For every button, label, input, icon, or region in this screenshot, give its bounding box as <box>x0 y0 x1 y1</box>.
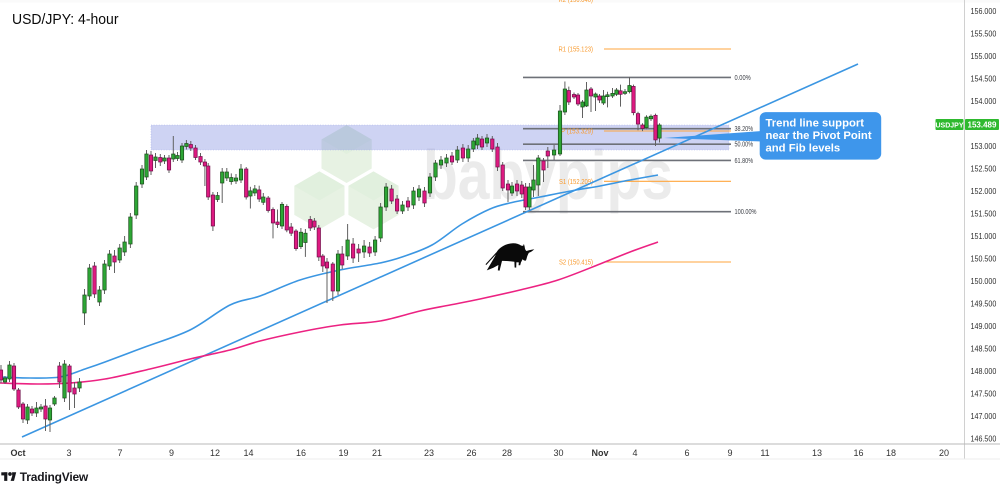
svg-text:TradingView: TradingView <box>20 470 89 484</box>
svg-text:S1 (152.209): S1 (152.209) <box>559 179 593 186</box>
svg-text:146.500: 146.500 <box>971 434 997 444</box>
svg-text:16: 16 <box>853 448 863 458</box>
svg-text:152.000: 152.000 <box>971 186 997 196</box>
svg-text:4: 4 <box>632 448 637 458</box>
svg-text:30: 30 <box>553 448 563 458</box>
svg-text:16: 16 <box>296 448 306 458</box>
svg-text:153.489: 153.489 <box>968 121 997 130</box>
svg-text:148.500: 148.500 <box>971 344 997 354</box>
svg-text:50.00%: 50.00% <box>735 142 754 149</box>
svg-text:R2 (156.040): R2 (156.040) <box>559 0 594 4</box>
svg-text:154.500: 154.500 <box>971 74 997 84</box>
svg-text:23: 23 <box>424 448 434 458</box>
svg-text:R1 (155.123): R1 (155.123) <box>559 47 594 54</box>
svg-text:20: 20 <box>939 448 949 458</box>
svg-text:26: 26 <box>466 448 476 458</box>
svg-text:7: 7 <box>117 448 122 458</box>
svg-text:149.000: 149.000 <box>971 321 997 331</box>
svg-text:13: 13 <box>812 448 822 458</box>
svg-text:149.500: 149.500 <box>971 299 997 309</box>
svg-text:near the Pivot Point: near the Pivot Point <box>766 130 872 142</box>
svg-text:151.000: 151.000 <box>971 231 997 241</box>
svg-text:USDJPY: USDJPY <box>935 122 963 129</box>
svg-text:152.500: 152.500 <box>971 164 997 174</box>
svg-text:28: 28 <box>502 448 512 458</box>
svg-text:148.000: 148.000 <box>971 366 997 376</box>
svg-text:P (153.329): P (153.329) <box>561 129 593 136</box>
svg-text:3: 3 <box>66 448 71 458</box>
svg-text:Oct: Oct <box>10 448 25 458</box>
svg-text:154.000: 154.000 <box>971 96 997 106</box>
svg-text:100.00%: 100.00% <box>735 209 757 216</box>
svg-text:151.500: 151.500 <box>971 209 997 219</box>
svg-text:38.20%: 38.20% <box>735 126 754 133</box>
svg-text:150.000: 150.000 <box>971 276 997 286</box>
svg-text:USD/JPY: 4-hour: USD/JPY: 4-hour <box>12 12 119 28</box>
svg-text:21: 21 <box>372 448 382 458</box>
svg-text:14: 14 <box>243 448 253 458</box>
svg-text:9: 9 <box>727 448 732 458</box>
svg-text:Trend line support: Trend line support <box>766 118 865 130</box>
svg-text:12: 12 <box>210 448 220 458</box>
svg-text:11: 11 <box>760 448 769 458</box>
svg-text:19: 19 <box>338 448 348 458</box>
svg-text:156.000: 156.000 <box>971 6 997 16</box>
svg-text:6: 6 <box>684 448 689 458</box>
svg-text:and Fib levels: and Fib levels <box>766 143 841 155</box>
svg-text:S2 (150.415): S2 (150.415) <box>559 260 593 267</box>
svg-text:155.000: 155.000 <box>971 51 997 61</box>
svg-text:61.80%: 61.80% <box>735 158 754 165</box>
svg-text:9: 9 <box>169 448 174 458</box>
svg-text:150.500: 150.500 <box>971 254 997 264</box>
svg-text:153.000: 153.000 <box>971 141 997 151</box>
svg-text:147.500: 147.500 <box>971 389 997 399</box>
svg-text:18: 18 <box>886 448 896 458</box>
svg-text:147.000: 147.000 <box>971 411 997 421</box>
svg-text:Nov: Nov <box>591 448 608 458</box>
svg-text:0.00%: 0.00% <box>735 75 751 82</box>
svg-text:155.500: 155.500 <box>971 29 997 39</box>
